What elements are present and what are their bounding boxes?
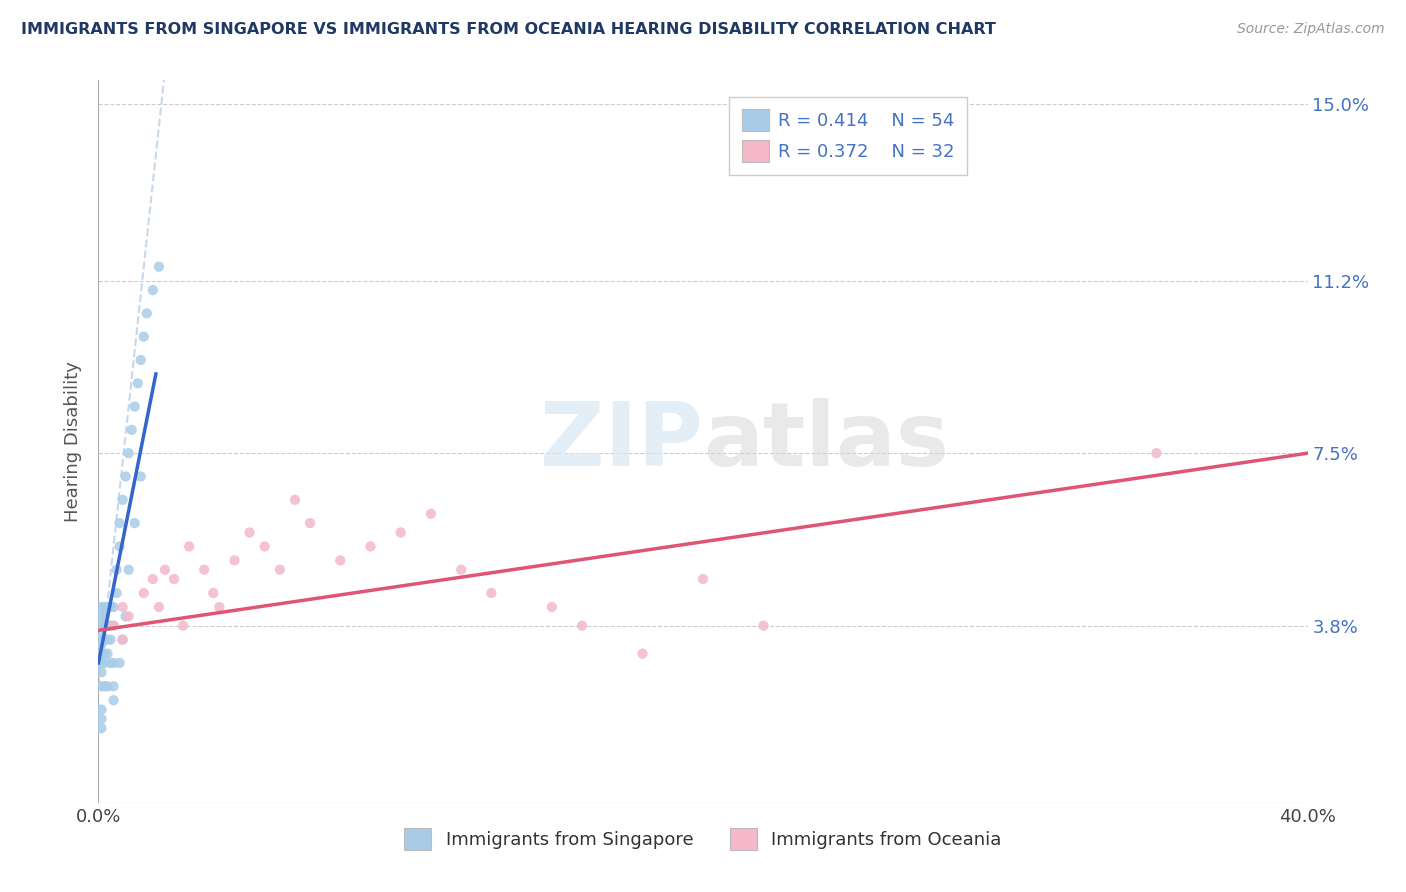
Point [114,609,136,624]
Point [172,618,194,632]
Point [269,563,291,577]
Point [132,586,155,600]
Point [105,586,128,600]
Point [93,618,115,632]
Point [103,600,125,615]
Point [208,600,231,615]
Legend: Immigrants from Singapore, Immigrants from Oceania: Immigrants from Singapore, Immigrants fr… [395,819,1011,859]
Point [631,647,654,661]
Point [90,618,112,632]
Point [100,656,122,670]
Point [114,469,136,483]
Point [90,628,112,642]
Point [93,656,115,670]
Point [124,400,146,414]
Point [93,609,115,624]
Point [93,632,115,647]
Point [100,600,122,615]
Point [127,376,149,391]
Point [111,632,134,647]
Point [118,446,141,460]
Point [90,679,112,693]
Point [202,586,225,600]
Point [163,572,186,586]
Point [1144,446,1167,460]
Point [129,469,152,483]
Point [111,492,134,507]
Point [148,260,170,274]
Point [111,632,134,647]
Point [329,553,352,567]
Point [571,618,593,632]
Point [90,600,112,615]
Point [752,618,775,632]
Point [193,563,215,577]
Point [90,702,112,716]
Point [105,563,128,577]
Point [93,679,115,693]
Point [96,600,118,615]
Point [103,693,125,707]
Point [692,572,714,586]
Point [299,516,322,530]
Point [118,563,141,577]
Point [96,647,118,661]
Point [103,679,125,693]
Point [90,712,112,726]
Point [90,665,112,680]
Point [90,721,112,735]
Point [103,618,125,632]
Point [96,632,118,647]
Point [179,540,201,554]
Point [224,553,246,567]
Point [118,609,141,624]
Point [93,647,115,661]
Point [100,618,122,632]
Point [148,600,170,615]
Point [142,283,165,297]
Point [90,637,112,651]
Point [100,632,122,647]
Point [142,572,165,586]
Text: ZIP: ZIP [540,398,703,485]
Point [284,492,307,507]
Point [420,507,443,521]
Point [90,656,112,670]
Point [90,647,112,661]
Point [132,329,155,343]
Point [108,540,131,554]
Point [153,563,176,577]
Point [540,600,562,615]
Point [96,679,118,693]
Point [124,516,146,530]
Text: IMMIGRANTS FROM SINGAPORE VS IMMIGRANTS FROM OCEANIA HEARING DISABILITY CORRELAT: IMMIGRANTS FROM SINGAPORE VS IMMIGRANTS … [21,22,995,37]
Point [111,600,134,615]
Text: Source: ZipAtlas.com: Source: ZipAtlas.com [1237,22,1385,37]
Point [253,540,276,554]
Point [90,609,112,624]
Point [481,586,503,600]
Point [239,525,262,540]
Point [96,618,118,632]
Point [389,525,412,540]
Point [450,563,472,577]
Point [360,540,382,554]
Point [93,600,115,615]
Text: atlas: atlas [703,398,949,485]
Point [129,353,152,368]
Point [121,423,143,437]
Y-axis label: Hearing Disability: Hearing Disability [65,361,83,522]
Point [103,656,125,670]
Point [135,306,157,320]
Point [108,516,131,530]
Point [103,618,125,632]
Point [108,656,131,670]
